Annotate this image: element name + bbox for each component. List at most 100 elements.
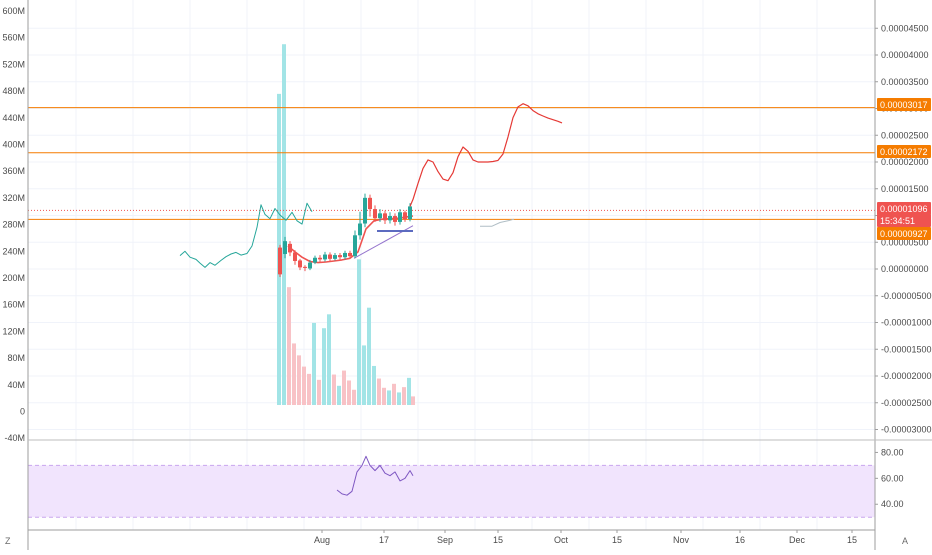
candle-body [383,213,387,221]
volume-bar [292,343,296,405]
left-axis-tick-label: 600M [2,6,25,16]
right-axis-tick-label: -0.00002000 [881,371,932,381]
volume-bar [287,287,291,405]
candle-body [303,266,307,268]
volume-bar [312,322,316,405]
volume-bar [407,377,411,405]
time-axis-tick-label: Aug [314,535,330,545]
volume-bars [277,44,415,406]
auto-scale-button[interactable]: A [902,536,909,546]
volume-bar [327,314,331,405]
candles [278,193,412,278]
rsi-band [28,465,875,518]
price-label-text: 0.00001096 [880,204,928,214]
price-label-bg [877,227,931,240]
volume-bar [282,44,286,406]
volume-bar [307,373,311,405]
price-label-text: 15:34:51 [880,216,915,226]
candle-body [378,213,382,219]
candle-body [343,252,347,258]
candle-body [368,197,372,210]
left-axis-tick-label: 360M [2,166,25,176]
candle-body [323,254,327,260]
right-axis-tick-label: 0.00003500 [881,77,929,87]
time-axis-tick-label: Sep [437,535,453,545]
price-label-bg [877,98,931,111]
volume-bar [342,370,346,405]
candle-body [293,252,297,261]
right-axis-tick-label: -0.00001000 [881,318,932,328]
price-label-bg [877,145,931,158]
left-axis-tick-label: 440M [2,113,25,123]
candle-body [398,212,402,222]
rsi-line [336,455,414,496]
volume-bar [332,374,336,405]
time-axis-tick-label: Dec [789,535,806,545]
right-axis-tick-label: 0.00000000 [881,264,929,274]
volume-bar [337,385,341,405]
candle-body [333,255,337,259]
left-axis-tick-label: 120M [2,326,25,336]
volume-bar [372,365,376,405]
left-axis-tick-label: 520M [2,59,25,69]
zoom-button[interactable]: Z [5,536,11,546]
volume-bar [297,355,301,405]
right-axis-tick-label: -0.00003000 [881,425,932,435]
level-lower-label: 0.00000927 [877,227,931,240]
right-axis-tick-label: 0.00002000 [881,157,929,167]
grid-lines [28,0,875,530]
left-axis-tick-label: 280M [2,220,25,230]
left-axis-tick-label: 0 [20,407,25,417]
candle-body [313,257,317,263]
candle-body [393,216,397,222]
left-axis-tick-label: 160M [2,300,25,310]
left-axis-tick-label: 400M [2,140,25,150]
time-axis-tick-label: 15 [847,535,857,545]
candle-body [298,260,302,268]
right-axis-tick-label: 0.00004500 [881,23,929,33]
candle-body [388,216,392,221]
forecast-line [409,103,563,207]
price-label-text: 0.00002172 [880,147,928,157]
rsi-axis-tick-label: 40.00 [881,499,904,509]
volume-bar [411,396,415,405]
volume-bar [387,390,391,405]
right-axis-tick-label: -0.00001500 [881,344,932,354]
candle-body [283,241,287,255]
right-axis-tick-label: -0.00000500 [881,291,932,301]
rsi-axis-tick-label: 60.00 [881,473,904,483]
right-axis-tick-label: 0.00001500 [881,184,929,194]
left-axis-tick-label: -40M [4,433,25,443]
left-axis-tick-label: 480M [2,86,25,96]
left-axis-tick-label: 80M [7,353,25,363]
price-label-bg [877,214,931,227]
candle-body [288,243,292,253]
left-axis-tick-label: 40M [7,380,25,390]
rsi-axis-tick-label: 80.00 [881,447,904,457]
candle-body [328,254,332,259]
price-line [179,202,313,268]
volume-bar [352,389,356,405]
right-axis-tick-label: 0.00004000 [881,50,929,60]
volume-bar [397,392,401,405]
volume-bar [402,387,406,405]
countdown-label: 15:34:51 [877,214,931,227]
level-mid-label: 0.00002172 [877,145,931,158]
candle-body [403,212,407,220]
time-axis-tick-label: Oct [554,535,569,545]
volume-bar [302,366,306,405]
volume-bar [382,387,386,405]
ghost-line [480,218,515,227]
volume-bar [347,380,351,405]
left-axis-tick-label: 240M [2,246,25,256]
candle-body [318,257,322,260]
left-axis-tick-label: 200M [2,273,25,283]
candle-body [348,252,352,257]
volume-bar [322,328,326,405]
volume-bar [317,379,321,405]
price-label-text: 0.00000927 [880,229,928,239]
candle-body [278,247,282,275]
right-axis-tick-label: 0.00000500 [881,237,929,247]
candle-body [358,223,362,236]
